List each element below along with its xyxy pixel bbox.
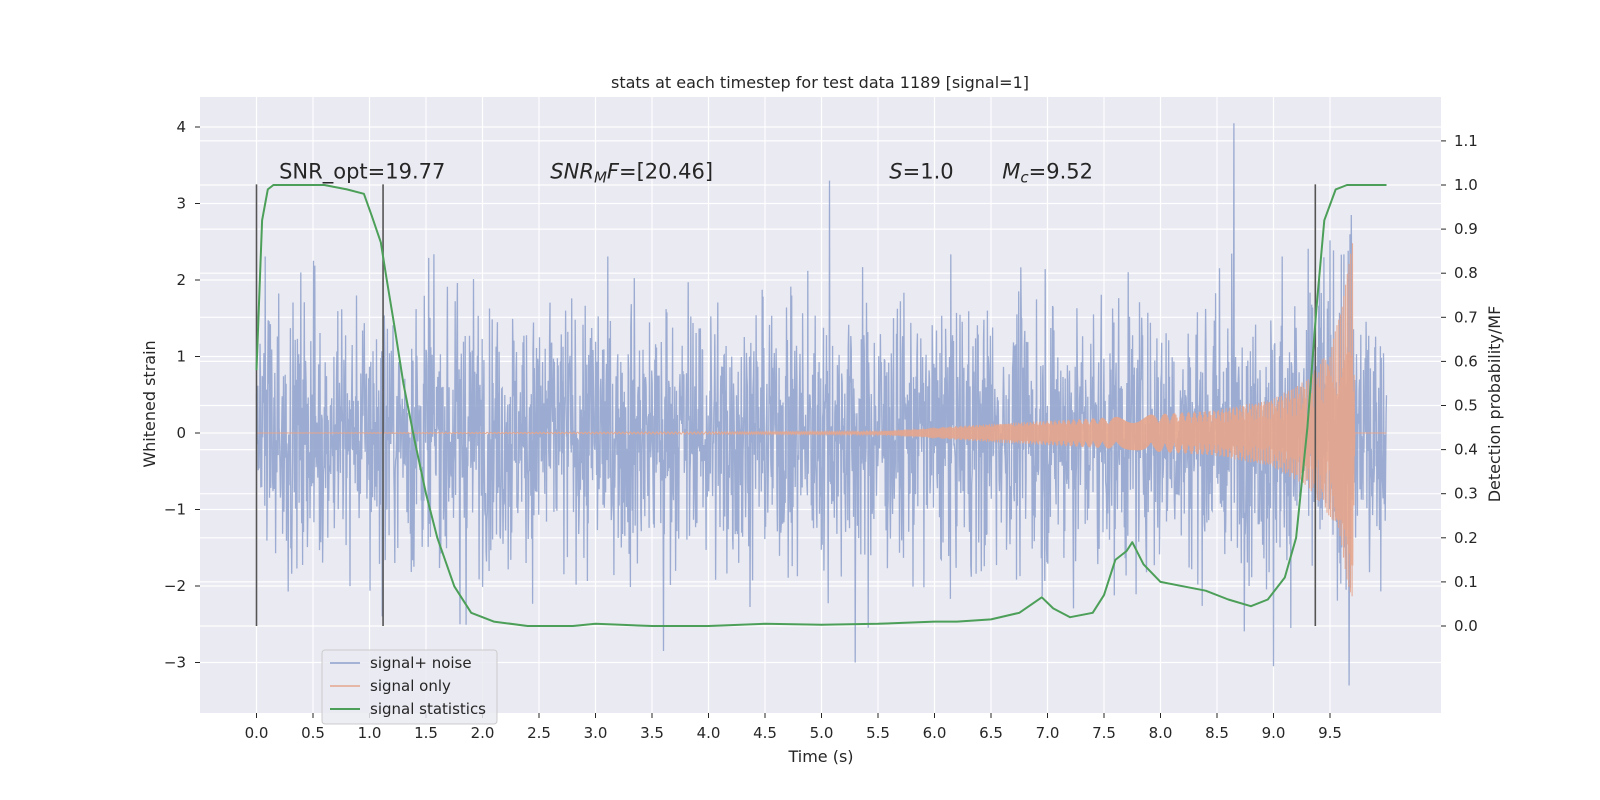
x-tick-label: 7.0 — [1036, 724, 1060, 742]
legend-label: signal only — [370, 677, 451, 695]
y-tick-label: 0 — [176, 424, 186, 442]
signal-only-line — [256, 243, 1387, 597]
y2-tick-label: 0.8 — [1454, 264, 1478, 282]
y2-tick-label: 0.9 — [1454, 220, 1478, 238]
y2-tick-label: 1.0 — [1454, 176, 1478, 194]
x-tick-label: 6.5 — [979, 724, 1003, 742]
x-tick-label: 9.5 — [1318, 724, 1342, 742]
x-tick-label: 7.5 — [1092, 724, 1116, 742]
x-axis-label: Time (s) — [787, 747, 853, 766]
annotation-label: SNRMF=[20.46] — [550, 160, 713, 187]
x-tick-label: 5.0 — [810, 724, 834, 742]
x-tick-label: 2.5 — [527, 724, 551, 742]
annotation-label: Mc=9.52 — [1002, 160, 1093, 187]
x-tick-label: 1.5 — [414, 724, 438, 742]
y-tick-label: 2 — [176, 271, 186, 289]
y-tick-label: −1 — [164, 501, 186, 519]
annotation-label: SNR_opt=19.77 — [279, 160, 445, 185]
x-tick-label: 4.0 — [697, 724, 721, 742]
x-tick-label: 9.0 — [1262, 724, 1286, 742]
y2-tick-label: 0.2 — [1454, 529, 1478, 547]
legend-label: signal+ noise — [370, 654, 472, 672]
y2-axis-label: Detection probability/MF — [1485, 306, 1504, 503]
y2-tick-label: 0.7 — [1454, 308, 1478, 326]
x-tick-label: 4.5 — [753, 724, 777, 742]
y2-tick-label: 0.4 — [1454, 441, 1478, 459]
x-tick-label: 8.5 — [1205, 724, 1229, 742]
y-axis-label: Whitened strain — [140, 340, 159, 467]
x-tick-label: 3.5 — [640, 724, 664, 742]
legend-box — [321, 649, 498, 725]
y-tick-label: −2 — [164, 577, 186, 595]
ticks: 0.0 0.5 1.0 1.5 2.0 2.5 3.0 3.5 4.0 4.5 5.0 5.5 6.0 6… — [164, 118, 1478, 742]
x-tick-label: 2.0 — [471, 724, 495, 742]
x-tick-label: 3.0 — [584, 724, 608, 742]
y2-tick-label: 0.6 — [1454, 352, 1478, 370]
x-tick-label: 0.0 — [245, 724, 269, 742]
x-tick-label: 6.0 — [923, 724, 947, 742]
legend: signal+ noise signal only signal statistic… — [321, 649, 498, 725]
y2-tick-label: 0.3 — [1454, 485, 1478, 503]
y-tick-label: −3 — [164, 654, 186, 672]
series-signal-noise — [255, 123, 1388, 686]
y-tick-label: 4 — [176, 118, 186, 136]
y2-tick-label: 0.1 — [1454, 573, 1478, 591]
chart-title: stats at each timestep for test data 118… — [611, 73, 1029, 92]
y-tick-label: 1 — [176, 348, 186, 366]
series-signal-only — [256, 243, 1387, 597]
signal-statistics-line — [255, 184, 1387, 627]
y2-tick-label: 1.1 — [1454, 132, 1478, 150]
y2-tick-label: 0.5 — [1454, 397, 1478, 415]
y-tick-label: 3 — [176, 195, 186, 213]
series-signal-statistics — [255, 184, 1387, 627]
x-tick-label: 0.5 — [301, 724, 325, 742]
x-tick-label: 5.5 — [866, 724, 890, 742]
signal-noise-line — [255, 123, 1388, 686]
y2-tick-label: 0.0 — [1454, 617, 1478, 635]
annotations: SNR_opt=19.77 SNRMF=[20.46] S=1.0 Mc=9.52 — [279, 160, 1093, 187]
legend-label: signal statistics — [370, 700, 486, 718]
annotation-label: S=1.0 — [889, 160, 953, 184]
x-tick-label: 1.0 — [358, 724, 382, 742]
x-tick-label: 8.0 — [1149, 724, 1173, 742]
